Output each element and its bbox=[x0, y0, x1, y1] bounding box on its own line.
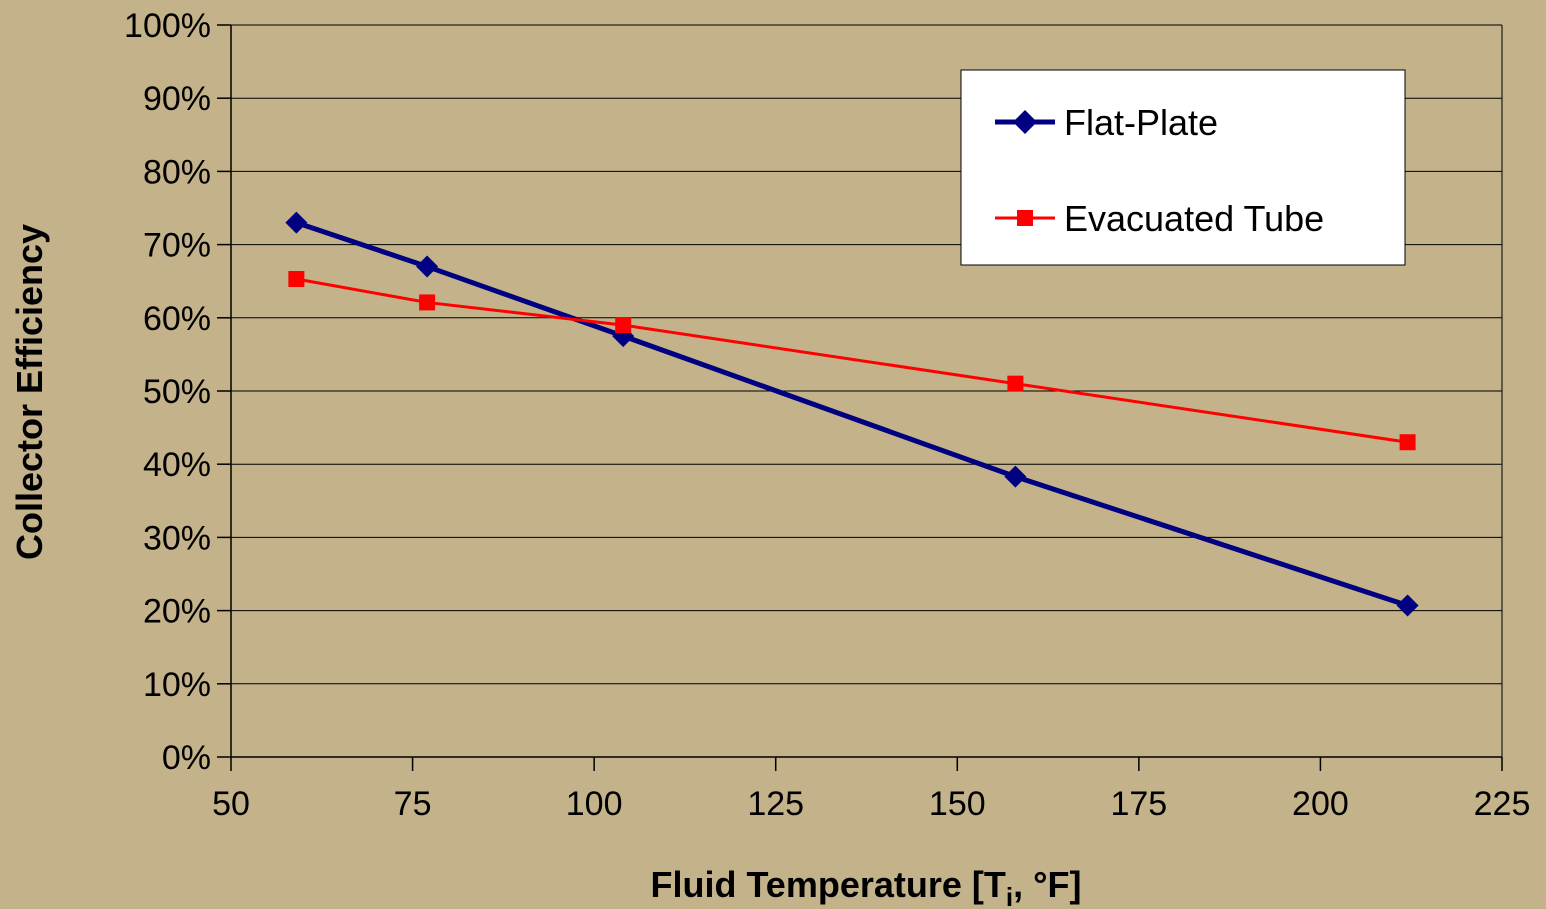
legend: Flat-Plate Evacuated Tube bbox=[960, 69, 1406, 266]
data-point-flat-plate bbox=[285, 211, 308, 234]
y-tick-label: 100% bbox=[124, 7, 211, 45]
y-tick-label: 80% bbox=[143, 153, 211, 191]
x-tick-label: 125 bbox=[747, 785, 804, 823]
x-tick-label: 225 bbox=[1474, 785, 1531, 823]
x-axis-title-tail: , °F] bbox=[1013, 864, 1081, 905]
legend-item-evacuated-tube: Evacuated Tube bbox=[995, 198, 1324, 239]
data-point-evacuated-tube bbox=[288, 271, 305, 288]
y-tick-label: 40% bbox=[143, 446, 211, 484]
x-tick-label: 150 bbox=[929, 785, 986, 823]
data-point-evacuated-tube bbox=[1399, 434, 1416, 451]
x-tick-label: 200 bbox=[1292, 785, 1349, 823]
y-tick-label: 0% bbox=[162, 739, 211, 777]
legend-label-evacuated-tube: Evacuated Tube bbox=[1064, 198, 1324, 239]
data-point-evacuated-tube bbox=[615, 317, 632, 334]
legend-marker-diamond bbox=[1013, 110, 1037, 134]
y-tick-labels: 0% 10% 20% 30% 40% 50% 60% 70% 80% 90% 100% bbox=[124, 7, 211, 777]
series-lines bbox=[285, 211, 1419, 617]
x-tick-label: 100 bbox=[566, 785, 623, 823]
y-tick-label: 50% bbox=[143, 373, 211, 411]
legend-marker-square bbox=[1017, 210, 1033, 226]
y-tick-label: 60% bbox=[143, 300, 211, 338]
x-axis-title: Fluid Temperature [Ti, °F] bbox=[651, 864, 1082, 909]
x-axis-title-main: Fluid Temperature [T bbox=[651, 864, 1006, 905]
y-tick-label: 70% bbox=[143, 227, 211, 265]
x-tick-label: 50 bbox=[212, 785, 250, 823]
data-point-evacuated-tube bbox=[1007, 375, 1024, 392]
legend-label-flat-plate: Flat-Plate bbox=[1064, 102, 1218, 143]
y-axis-title: Collector Efficiency bbox=[9, 224, 50, 560]
axes bbox=[217, 24, 1503, 771]
legend-item-flat-plate: Flat-Plate bbox=[995, 102, 1218, 143]
x-tick-label: 75 bbox=[394, 785, 432, 823]
grid-lines bbox=[231, 24, 1502, 685]
y-tick-label: 10% bbox=[143, 666, 211, 704]
data-point-flat-plate bbox=[1396, 594, 1419, 617]
data-point-flat-plate bbox=[416, 255, 439, 278]
x-axis-title-subscript: i bbox=[1006, 882, 1013, 909]
x-tick-label: 175 bbox=[1110, 785, 1167, 823]
data-point-evacuated-tube bbox=[419, 294, 436, 311]
x-tick-labels: 50 75 100 125 150 175 200 225 bbox=[212, 785, 1530, 823]
y-tick-label: 20% bbox=[143, 593, 211, 631]
y-tick-label: 90% bbox=[143, 80, 211, 118]
data-point-flat-plate bbox=[1004, 465, 1027, 488]
series-line-flat-plate bbox=[295, 220, 1409, 608]
legend-box bbox=[960, 69, 1406, 266]
y-tick-label: 30% bbox=[143, 519, 211, 557]
